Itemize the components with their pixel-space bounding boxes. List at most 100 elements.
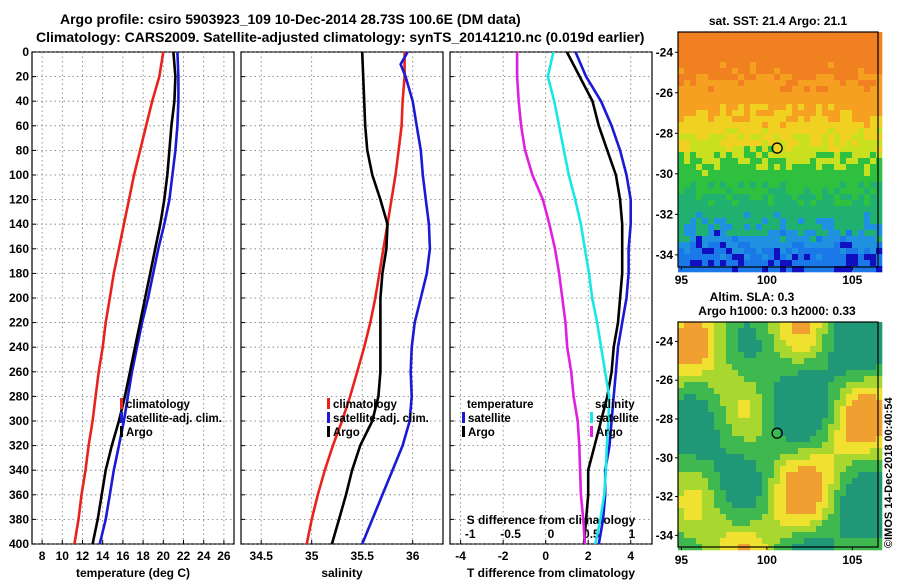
map-cell [744,478,751,485]
map-cell [852,508,859,515]
map-cell [702,260,709,267]
map-cell [846,254,853,261]
map-cell [876,454,883,461]
map-cell [834,266,841,273]
map-cell [738,194,745,201]
map-cell [804,110,811,117]
map-cell [846,266,853,273]
map-cell [780,146,787,153]
map-cell [684,260,691,267]
sla-map-title: Altim. SLA: 0.3 [710,290,795,304]
map-cell [840,448,847,455]
map-cell [744,110,751,117]
map-cell [828,176,835,183]
map-cell [786,328,793,335]
map-cell [720,146,727,153]
map-cell [708,430,715,437]
map-cell [780,62,787,69]
map-cell [762,104,769,111]
map-cell [762,158,769,165]
xtick-label: 0 [542,549,549,563]
map-cell [714,74,721,81]
map-cell [828,412,835,419]
map-cell [744,68,751,75]
map-cell [720,376,727,383]
map-cell [798,442,805,449]
map-cell [762,370,769,377]
map-cell [678,364,685,371]
map-cell [786,218,793,225]
map-cell [726,152,733,159]
map-cell [768,340,775,347]
map-cell [798,44,805,51]
map-cell [852,230,859,237]
map-cell [708,140,715,147]
map-cell [678,182,685,189]
map-cell [678,224,685,231]
map-cell [702,56,709,63]
map-cell [846,104,853,111]
map-cell [720,254,727,261]
map-cell [822,80,829,87]
map-cell [786,236,793,243]
map-cell [756,370,763,377]
map-cell [834,508,841,515]
map-cell [750,218,757,225]
map-cell [762,80,769,87]
map-cell [732,38,739,45]
map-cell [696,140,703,147]
map-cell [828,38,835,45]
map-cell [786,490,793,497]
map-cell [864,230,871,237]
map-cell [744,218,751,225]
map-cell [804,146,811,153]
map-cell [702,478,709,485]
map-cell [708,110,715,117]
map-cell [762,352,769,359]
map-cell [678,376,685,383]
legend-label: satellite [596,413,639,425]
map-cell [726,532,733,539]
map-cell [684,98,691,105]
map-cell [678,484,685,491]
map-cell [702,496,709,503]
map-cell [786,110,793,117]
map-cell [678,122,685,129]
map-cell [876,322,883,329]
map-cell [708,538,715,545]
map-cell [816,400,823,407]
series-line-climatology [305,52,406,545]
map-cell [684,170,691,177]
map-cell [714,472,721,479]
map-cell [690,328,697,335]
map-cell [762,496,769,503]
map-cell [732,62,739,69]
map-cell [786,248,793,255]
map-cell [858,364,865,371]
map-cell [744,364,751,371]
map-cell [846,466,853,473]
map-cell [696,358,703,365]
map-cell [792,340,799,347]
map-cell [756,526,763,533]
map-cell [720,346,727,353]
map-cell [714,254,721,261]
map-cell [804,248,811,255]
map-cell [726,92,733,99]
map-cell [792,454,799,461]
map-cell [762,200,769,207]
map-cell [756,38,763,45]
map-cell [762,538,769,545]
map-cell [720,128,727,135]
map-cell [798,358,805,365]
map-cell [864,454,871,461]
map-cell [684,352,691,359]
map-cell [852,406,859,413]
map-cell [762,490,769,497]
map-cell [732,370,739,377]
map-cell [774,206,781,213]
map-cell [738,442,745,449]
map-cell [732,164,739,171]
sla-map-subtitle: Argo h1000: 0.3 h2000: 0.33 [698,304,856,318]
map-cell [786,164,793,171]
